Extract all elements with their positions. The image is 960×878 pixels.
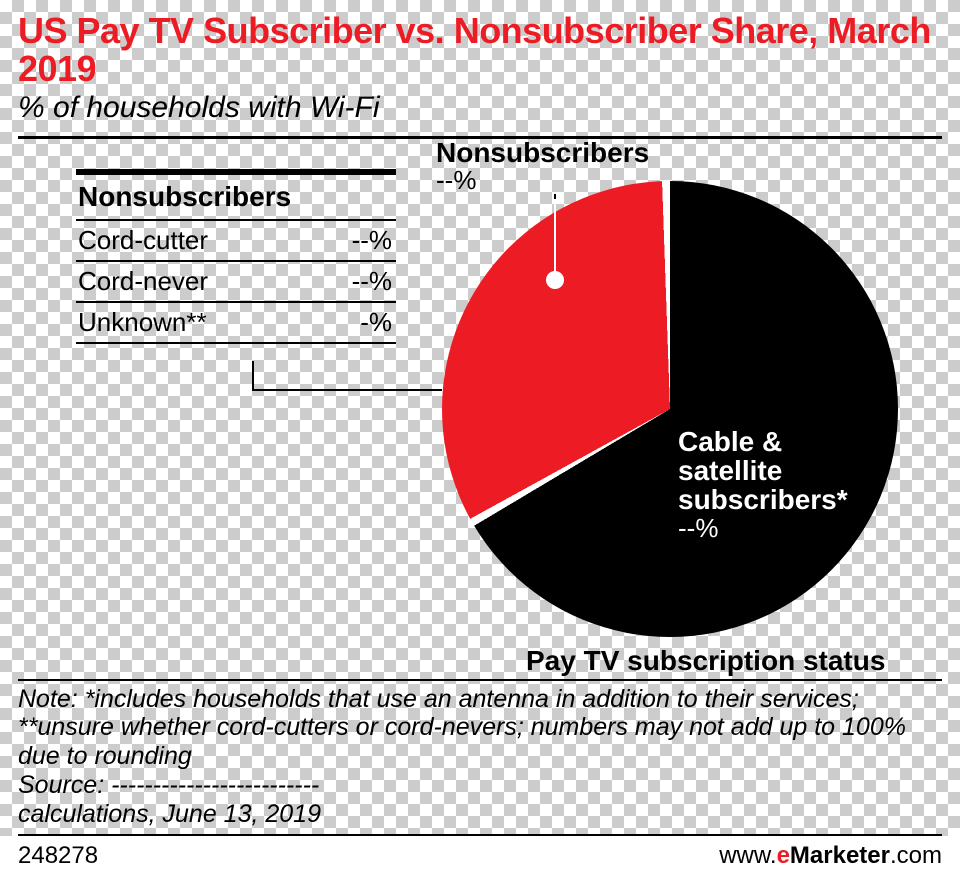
callout-dot-icon bbox=[546, 271, 564, 289]
chart-card: US Pay TV Subscriber vs. Nonsubscriber S… bbox=[0, 0, 960, 878]
row-label: Cord-cutter bbox=[78, 225, 208, 256]
table-row: Unknown** -% bbox=[76, 303, 396, 344]
brand-domain: .com bbox=[890, 842, 942, 869]
table-row: Cord-never --% bbox=[76, 262, 396, 303]
subscriber-value: --% bbox=[678, 515, 898, 542]
connector-line-h bbox=[252, 389, 442, 391]
pie-circle bbox=[442, 181, 898, 637]
subscriber-label-l1: Cable & bbox=[678, 427, 898, 456]
brand-url: www.eMarketer.com bbox=[719, 842, 942, 870]
chart-area: Nonsubscribers Cord-cutter --% Cord-neve… bbox=[18, 139, 942, 679]
chart-id: 248278 bbox=[18, 842, 98, 870]
row-value: --% bbox=[352, 225, 392, 256]
rule-bottom bbox=[18, 834, 942, 836]
nonsubscriber-label: Nonsubscribers bbox=[436, 139, 649, 167]
row-value: -% bbox=[360, 307, 392, 338]
row-label: Cord-never bbox=[78, 266, 208, 297]
footer: 248278 www.eMarketer.com bbox=[18, 842, 942, 870]
brand-e: e bbox=[777, 842, 790, 869]
pie-chart bbox=[442, 181, 898, 637]
subscriber-label-l3: subscribers* bbox=[678, 485, 898, 514]
row-label: Unknown** bbox=[78, 307, 207, 338]
table-row: Cord-cutter --% bbox=[76, 221, 396, 262]
nonsubscriber-value: --% bbox=[436, 167, 649, 193]
chart-title: US Pay TV Subscriber vs. Nonsubscriber S… bbox=[18, 12, 942, 88]
source-text: Source: ------------------------- bbox=[18, 771, 942, 800]
note-text: Note: *includes households that use an a… bbox=[18, 685, 942, 771]
chart-subtitle: % of households with Wi-Fi bbox=[18, 90, 942, 126]
callout-line bbox=[554, 199, 556, 277]
brand-name: Marketer bbox=[790, 842, 890, 869]
connector-line-v bbox=[252, 361, 254, 391]
subscriber-label: Cable & satellite subscribers* --% bbox=[678, 427, 898, 542]
row-value: --% bbox=[352, 266, 392, 297]
brand-prefix: www. bbox=[719, 842, 776, 869]
calc-text: calculations, June 13, 2019 bbox=[18, 800, 942, 829]
pie-caption: Pay TV subscription status bbox=[526, 645, 885, 677]
nonsubscriber-breakdown-table: Nonsubscribers Cord-cutter --% Cord-neve… bbox=[76, 169, 396, 344]
rule-mid bbox=[18, 679, 942, 681]
table-header: Nonsubscribers bbox=[76, 175, 396, 221]
chart-notes: Note: *includes households that use an a… bbox=[18, 685, 942, 829]
subscriber-label-l2: satellite bbox=[678, 456, 898, 485]
nonsubscriber-callout: Nonsubscribers --% bbox=[436, 139, 649, 193]
